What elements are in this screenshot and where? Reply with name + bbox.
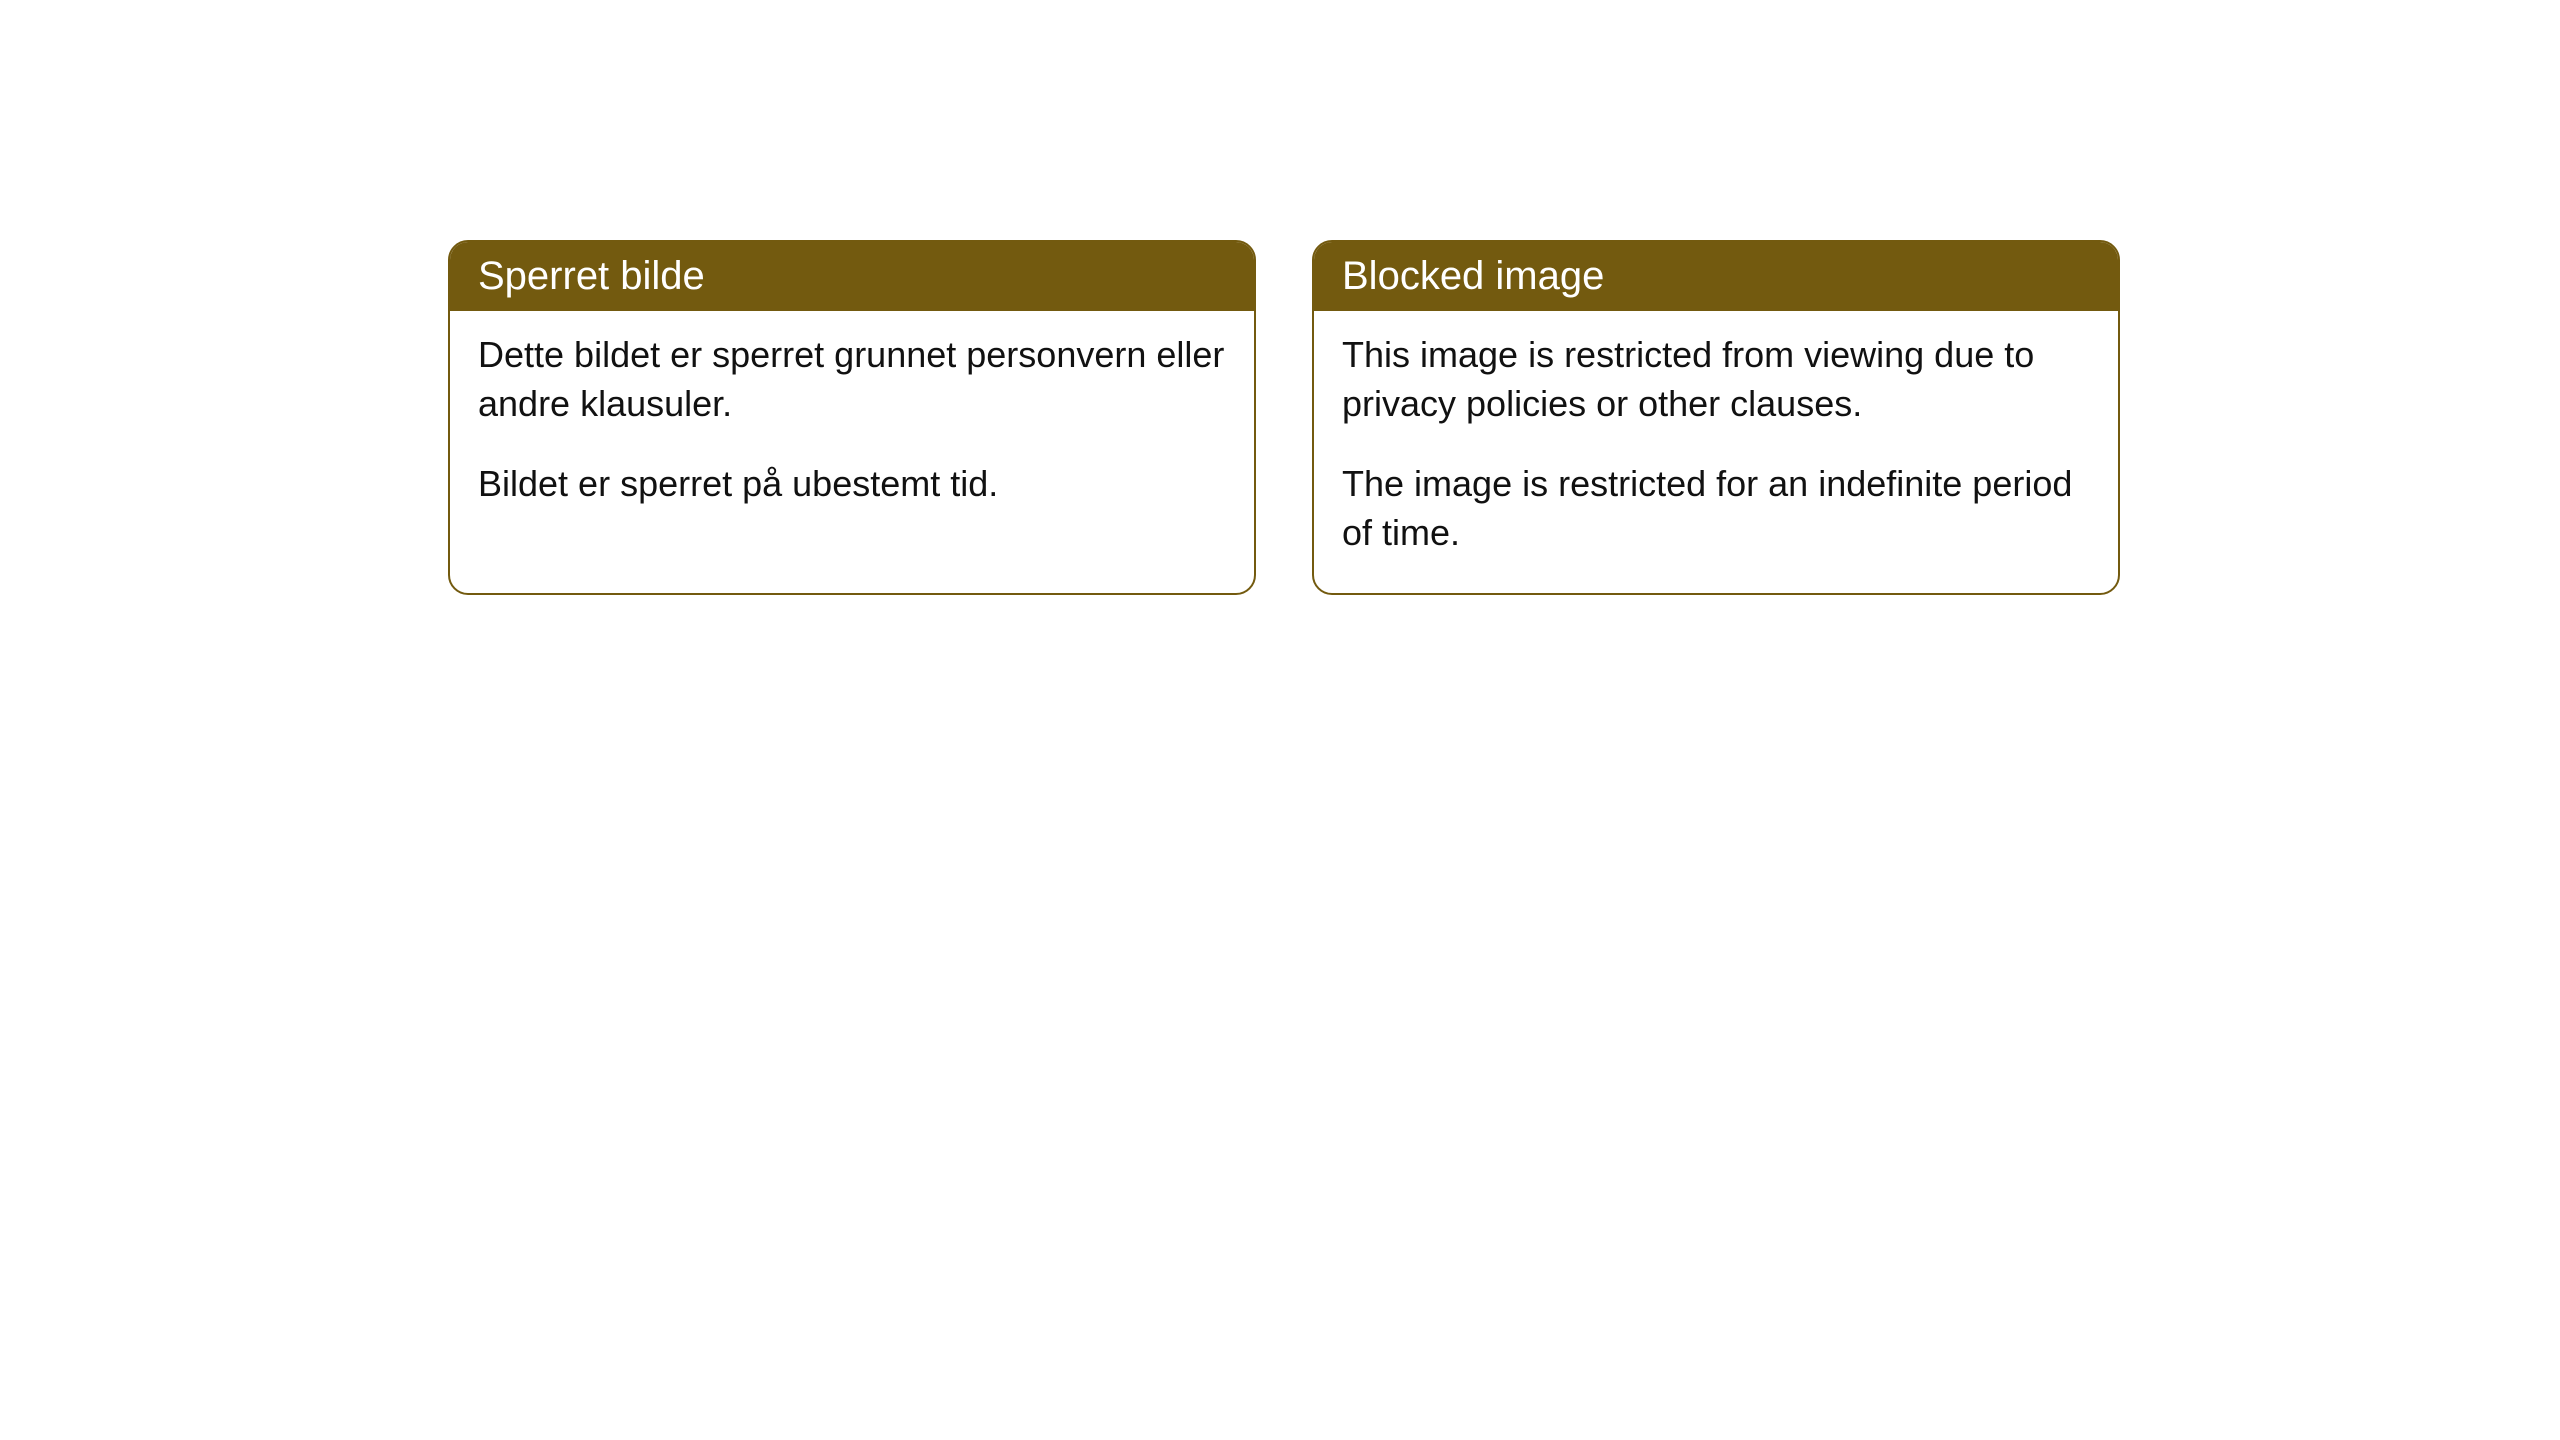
card-paragraph: This image is restricted from viewing du… (1342, 331, 2090, 428)
card-header: Sperret bilde (450, 242, 1254, 311)
notice-card-container: Sperret bilde Dette bildet er sperret gr… (448, 240, 2120, 595)
card-paragraph: Bildet er sperret på ubestemt tid. (478, 460, 1226, 509)
card-body: This image is restricted from viewing du… (1314, 311, 2118, 593)
card-title: Sperret bilde (478, 254, 705, 298)
card-title: Blocked image (1342, 254, 1604, 298)
card-header: Blocked image (1314, 242, 2118, 311)
notice-card-en: Blocked image This image is restricted f… (1312, 240, 2120, 595)
card-paragraph: Dette bildet er sperret grunnet personve… (478, 331, 1226, 428)
card-body: Dette bildet er sperret grunnet personve… (450, 311, 1254, 545)
notice-card-no: Sperret bilde Dette bildet er sperret gr… (448, 240, 1256, 595)
card-paragraph: The image is restricted for an indefinit… (1342, 460, 2090, 557)
